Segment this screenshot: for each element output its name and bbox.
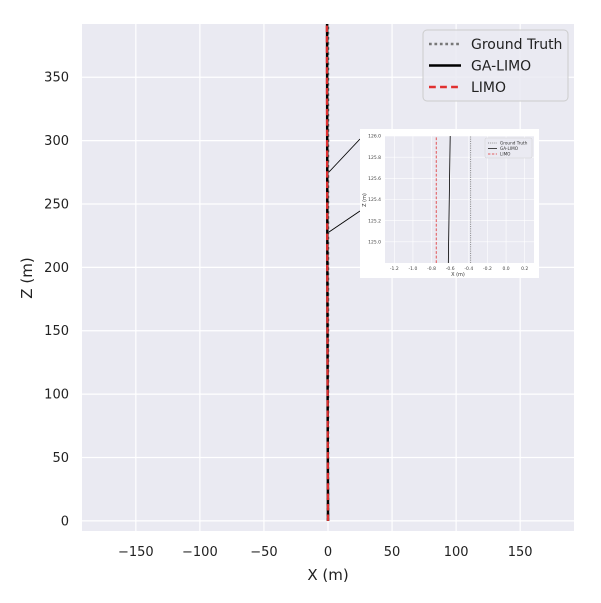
y-tick-label: 200 — [44, 261, 69, 276]
legend-box — [422, 29, 569, 102]
inset-legend-box — [484, 137, 533, 159]
legend-label: LIMO — [471, 80, 506, 96]
inset-series-line-ga-limo — [447, 135, 451, 264]
x-tick-label: −100 — [182, 545, 218, 560]
inset-connector-line — [328, 138, 361, 173]
inset-legend-label: Ground Truth — [500, 141, 528, 146]
inset-x-axis-label: X (m) — [451, 272, 465, 278]
series-lines — [325, 23, 330, 521]
legend-label: GA-LIMO — [471, 59, 531, 75]
inset-x-tick-label: -1.2 — [390, 266, 399, 272]
x-tick-label: −150 — [118, 545, 154, 560]
inset-y-tick-label: 125.6 — [368, 176, 381, 182]
inset-x-tick-label: -0.2 — [483, 266, 492, 272]
inset-y-tick-label: 125.4 — [368, 197, 381, 203]
inset-x-tick-label: 0.2 — [521, 266, 528, 272]
y-axis-label: Z (m) — [18, 257, 36, 298]
y-tick-label: 150 — [44, 324, 69, 339]
inset-tick-labels: -1.2 -1.0 -0.8 -0.6 -0.4 -0.2 0.0 0.2 125.0 125.2… — [368, 134, 528, 272]
x-axis-label: X (m) — [307, 566, 348, 584]
inset-legend-label: LIMO — [500, 152, 511, 157]
inset-connectors — [328, 138, 361, 233]
inset-grid-lines — [385, 135, 534, 263]
inset-zoom: -1.2 -1.0 -0.8 -0.6 -0.4 -0.2 0.0 0.2 125.0 125.2… — [360, 129, 539, 278]
inset-connector-line — [328, 210, 361, 233]
y-tick-label: 300 — [44, 134, 69, 149]
x-tick-label: 100 — [444, 545, 469, 560]
inset-y-tick-label: 125.8 — [368, 155, 381, 161]
x-tick-label: −50 — [250, 545, 277, 560]
y-tick-label: 350 — [44, 71, 69, 86]
y-tick-label: 50 — [52, 451, 69, 466]
y-tick-label: 0 — [61, 514, 69, 529]
x-tick-label: 150 — [508, 545, 533, 560]
inset-x-tick-label: 0.0 — [502, 266, 509, 272]
legend-label: Ground Truth — [471, 37, 562, 53]
inset-x-tick-label: -0.8 — [427, 266, 436, 272]
inset-y-tick-label: 125.0 — [368, 239, 381, 245]
x-tick-label: 0 — [324, 545, 332, 560]
legend: Ground Truth GA-LIMO LIMO — [422, 29, 569, 102]
inset-y-tick-label: 125.2 — [368, 218, 381, 224]
inset-x-tick-label: -0.4 — [464, 266, 473, 272]
inset-series-lines — [435, 135, 472, 264]
inset-x-tick-label: -0.6 — [446, 266, 455, 272]
y-tick-label: 250 — [44, 197, 69, 212]
inset-y-axis-label: Z (m) — [362, 193, 368, 207]
y-tick-label: 100 — [44, 388, 69, 403]
series-line-limo — [325, 23, 330, 521]
inset-x-tick-label: -1.0 — [409, 266, 418, 272]
inset-y-tick-label: 126.0 — [368, 134, 381, 140]
x-tick-label: 50 — [384, 545, 401, 560]
inset-legend-label: GA-LIMO — [500, 146, 519, 151]
tick-labels: −150 −100 −50 0 50 100 150 0 50 100 150 200 250 300 35… — [44, 71, 532, 560]
